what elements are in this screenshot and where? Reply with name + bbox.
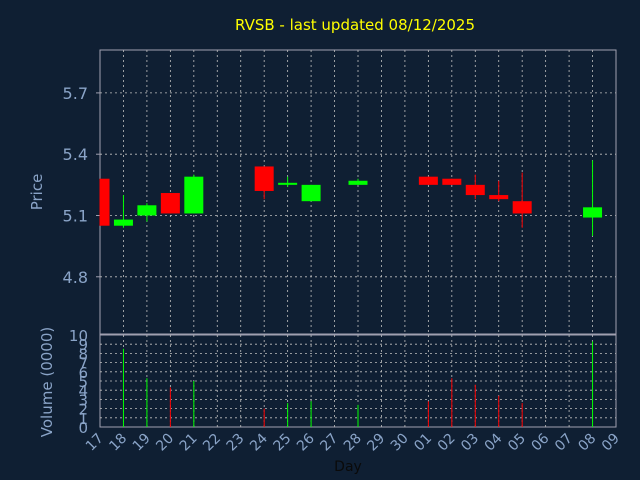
price-tick-label: 5.4 (63, 145, 88, 164)
x-axis-ticks: 17 18 19 20 21 22 23 24 25 26 27 28 29 30 01 02 03 04 05 06… (83, 430, 623, 454)
chart-title: RVSB - last updated 08/12/2025 (235, 16, 475, 34)
volume-tick-label: 8 (78, 345, 88, 363)
price-panel: 5.7 5.4 5.1 4.8 Price (28, 49, 617, 335)
price-y-ticks: 5.7 5.4 5.1 4.8 (63, 84, 100, 287)
candle-body (254, 166, 274, 191)
candle-body (160, 193, 180, 214)
volume-tick-label: 4 (78, 382, 88, 400)
candle-body (301, 184, 321, 202)
volume-tick-label: 2 (78, 401, 88, 419)
candle-body (583, 207, 603, 218)
candle-body (184, 176, 204, 214)
volume-bars (122, 341, 594, 427)
candle-body (348, 180, 368, 185)
candle-body (100, 178, 110, 226)
volume-tick-label: 5 (78, 373, 88, 391)
volume-tick-label: 3 (78, 391, 88, 409)
volume-tick-label: 0 (78, 419, 88, 437)
volume-tick-label: 10 (69, 327, 88, 345)
x-axis-label: Day (334, 459, 362, 475)
price-axis-label: Price (28, 174, 46, 211)
candle-body (512, 201, 532, 214)
price-tick-label: 5.1 (63, 206, 88, 225)
candle-body (137, 205, 157, 216)
candle-body (418, 176, 438, 185)
volume-tick-label: 6 (78, 364, 88, 382)
price-tick-label: 4.8 (63, 268, 88, 287)
volume-tick-label: 7 (78, 355, 88, 373)
candle-body (465, 184, 485, 196)
candles (99, 160, 603, 236)
candle-body (278, 182, 298, 185)
volume-axis-label: Volume (0000) (38, 327, 56, 437)
candle-body (442, 178, 462, 185)
price-tick-label: 5.7 (63, 84, 88, 103)
volume-tick-label: 1 (78, 410, 88, 428)
volume-tick-label: 9 (78, 336, 88, 354)
candle-body (489, 195, 509, 200)
candle-body (113, 219, 133, 226)
